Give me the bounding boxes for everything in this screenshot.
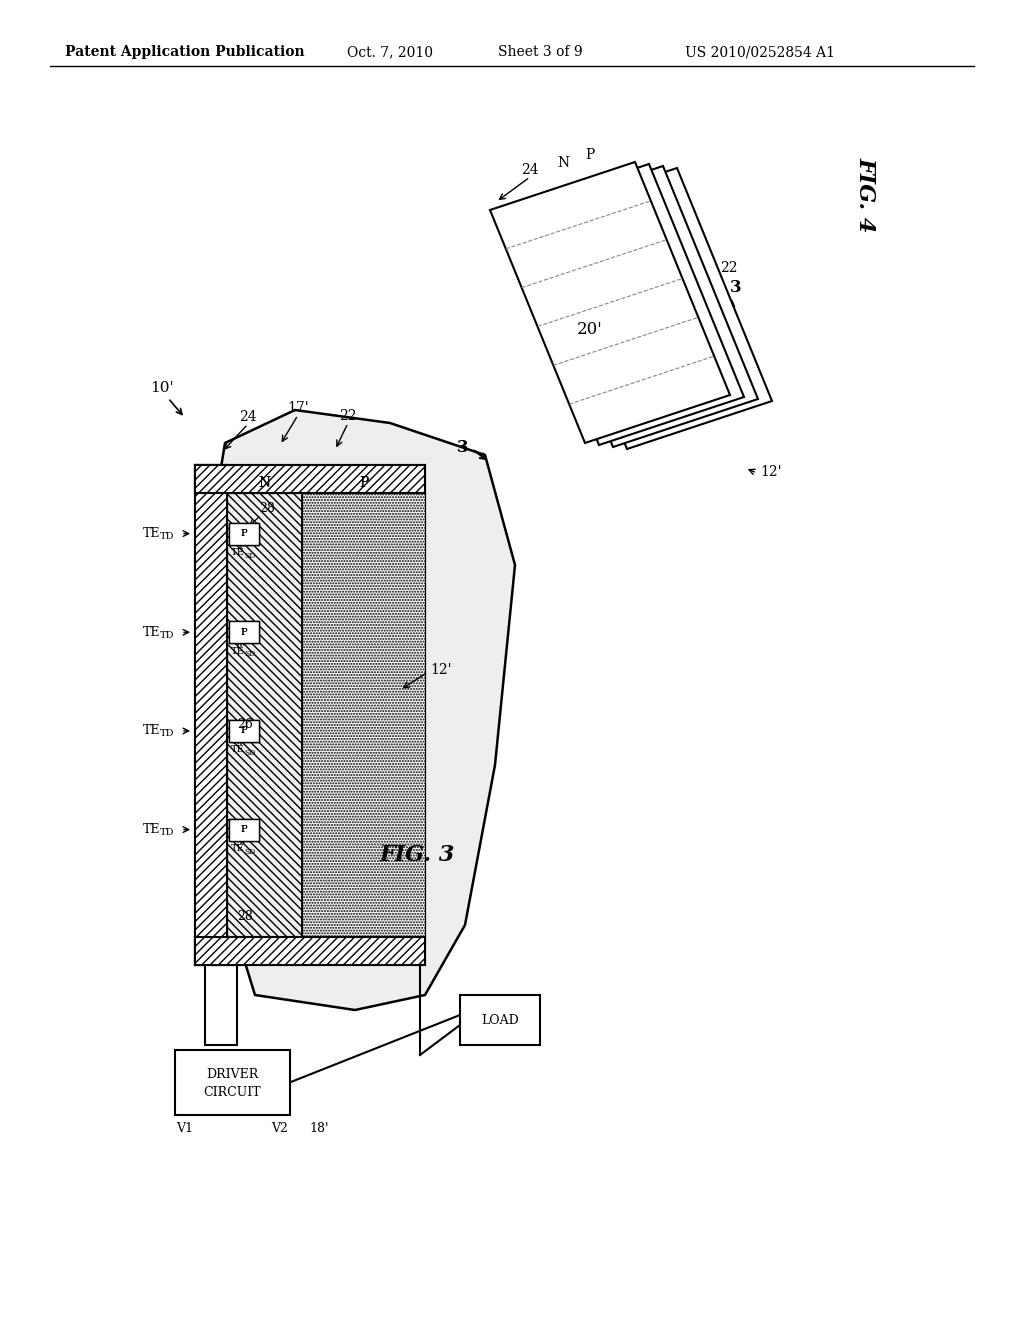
Bar — [302, 492, 425, 937]
Text: Oct. 7, 2010: Oct. 7, 2010 — [347, 45, 433, 59]
Text: Sheet 3 of 9: Sheet 3 of 9 — [498, 45, 583, 59]
Text: SD: SD — [244, 748, 255, 756]
Text: TE: TE — [143, 626, 161, 639]
Bar — [195, 465, 425, 492]
Bar — [195, 937, 425, 965]
Text: SD: SD — [244, 552, 255, 560]
Text: SD: SD — [244, 847, 255, 855]
Polygon shape — [518, 166, 758, 447]
Text: TE: TE — [143, 725, 161, 738]
Text: 28: 28 — [237, 911, 253, 924]
Text: 3: 3 — [457, 438, 468, 455]
Bar — [229, 622, 259, 643]
Bar — [175, 1049, 290, 1115]
Text: 22: 22 — [720, 261, 737, 275]
Bar — [229, 622, 259, 643]
Bar — [229, 719, 259, 742]
Text: TE: TE — [231, 647, 245, 656]
Text: V1: V1 — [176, 1122, 194, 1135]
Text: 24: 24 — [521, 162, 539, 177]
Text: FIG. 4: FIG. 4 — [855, 157, 877, 232]
Text: TD: TD — [160, 730, 174, 738]
Text: 24: 24 — [240, 411, 257, 424]
Text: P: P — [241, 628, 248, 636]
Bar — [229, 818, 259, 841]
Bar — [229, 719, 259, 742]
Text: V2: V2 — [271, 1122, 288, 1135]
Text: 10': 10' — [151, 381, 174, 395]
Polygon shape — [504, 164, 744, 445]
Text: SD: SD — [244, 651, 255, 659]
Text: P: P — [241, 825, 248, 834]
Bar — [227, 492, 302, 937]
Text: P: P — [359, 477, 369, 490]
Bar — [227, 492, 302, 937]
Text: FIG. 3: FIG. 3 — [380, 843, 456, 866]
Text: DRIVER: DRIVER — [206, 1068, 258, 1081]
Text: 3: 3 — [730, 280, 741, 297]
Text: P: P — [241, 825, 248, 834]
Text: P: P — [241, 529, 248, 539]
Polygon shape — [205, 411, 515, 1010]
Text: P: P — [586, 148, 595, 162]
Text: N: N — [258, 477, 270, 490]
Text: TE: TE — [143, 824, 161, 836]
Text: 26: 26 — [237, 718, 253, 731]
Bar — [460, 995, 540, 1045]
Polygon shape — [532, 168, 772, 449]
Text: TD: TD — [160, 631, 174, 640]
Bar — [229, 818, 259, 841]
Text: Patent Application Publication: Patent Application Publication — [66, 45, 305, 59]
Text: TD: TD — [160, 828, 174, 837]
Text: US 2010/0252854 A1: US 2010/0252854 A1 — [685, 45, 835, 59]
Text: P: P — [241, 529, 248, 539]
Bar — [195, 465, 227, 965]
Text: P: P — [241, 726, 248, 735]
Text: 28: 28 — [259, 502, 274, 515]
Text: 12': 12' — [760, 465, 781, 479]
Bar — [302, 492, 425, 937]
Text: 12': 12' — [430, 663, 452, 677]
Text: CIRCUIT: CIRCUIT — [204, 1086, 261, 1098]
Polygon shape — [490, 162, 730, 444]
Text: 17': 17' — [287, 401, 309, 414]
Bar — [229, 523, 259, 545]
Text: TE: TE — [231, 746, 245, 755]
Text: TE: TE — [143, 527, 161, 540]
Text: P: P — [241, 726, 248, 735]
Text: N: N — [557, 156, 569, 170]
Bar — [195, 465, 425, 492]
Text: P: P — [241, 628, 248, 636]
Text: N: N — [258, 477, 270, 490]
Bar — [229, 523, 259, 545]
Text: TE: TE — [231, 843, 245, 853]
Text: TD: TD — [160, 532, 174, 541]
Text: 18': 18' — [309, 1122, 329, 1135]
Text: 22: 22 — [339, 409, 356, 422]
Bar — [195, 937, 425, 965]
Text: P: P — [359, 477, 369, 490]
Text: 20': 20' — [578, 322, 603, 338]
Text: LOAD: LOAD — [481, 1014, 519, 1027]
Text: TE: TE — [231, 548, 245, 557]
Bar — [195, 465, 227, 965]
